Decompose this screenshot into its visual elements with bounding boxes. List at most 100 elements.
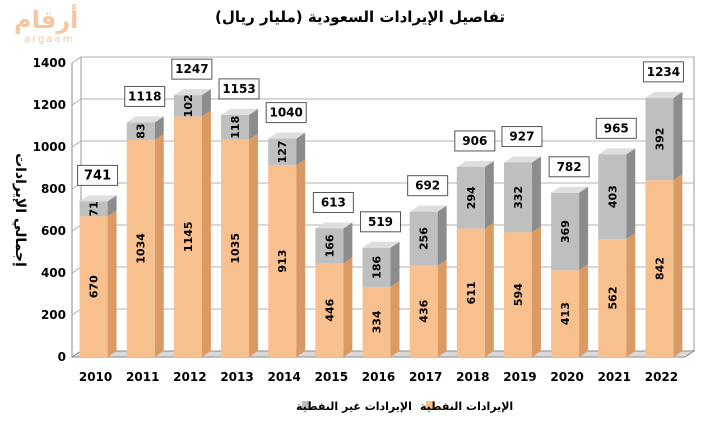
bar-nonoil-2011-top (126, 116, 164, 123)
bar-oil-2018-side (484, 222, 494, 357)
nonoil-value-label: 294 (465, 186, 478, 209)
total-value-label: 1234 (647, 65, 680, 79)
total-box (218, 78, 260, 100)
bar-nonoil-2017-side (437, 205, 447, 266)
y-tick-label: 1200 (33, 98, 66, 112)
bar-nonoil-2020-side (579, 186, 589, 271)
total-box (124, 85, 166, 107)
oil-value-label: 842 (653, 257, 666, 280)
x-tick-label: 2013 (220, 370, 253, 384)
bar-nonoil-2014-top (268, 132, 306, 139)
logo-latin-text: argaam (24, 34, 75, 45)
bar-oil-2012-side (201, 110, 211, 357)
bar-nonoil-2011 (126, 122, 155, 140)
total-value-label: 965 (604, 121, 629, 135)
oil-value-label: 1034 (135, 233, 148, 264)
nonoil-value-label: 392 (653, 128, 666, 151)
bar-oil-2015-side (343, 257, 353, 357)
oil-value-label: 562 (606, 287, 619, 310)
total-box (77, 164, 119, 186)
bar-nonoil-2014 (268, 138, 297, 166)
bar-nonoil-2022-side (673, 91, 683, 181)
bar-oil-2018 (456, 228, 485, 357)
bar-nonoil-2017 (409, 211, 438, 266)
y-tick-label: 600 (41, 224, 66, 238)
y-tick-label: 1000 (33, 140, 66, 154)
x-tick-label: 2014 (267, 370, 300, 384)
bar-nonoil-2010 (79, 201, 108, 217)
gridline-side (71, 140, 82, 148)
oil-value-label: 413 (559, 302, 572, 325)
logo-arabic-text: أرقام (14, 6, 79, 34)
gridline-side (71, 56, 82, 64)
bar-nonoil-2012-top (173, 89, 211, 96)
bar-nonoil-2015 (315, 228, 344, 264)
y-axis-label: إجمالي الإيرادات (12, 153, 28, 267)
bar-nonoil-2012 (173, 95, 202, 117)
total-value-label: 927 (509, 130, 534, 144)
bar-nonoil-2016 (362, 247, 391, 287)
x-tick-label: 2015 (315, 370, 348, 384)
bar-nonoil-2018 (456, 166, 485, 229)
bar-nonoil-2020-top (551, 186, 589, 193)
bar-oil-2013-side (249, 133, 259, 357)
bar-oil-2017-side (437, 259, 447, 357)
total-value-label: 1247 (175, 62, 208, 76)
bar-nonoil-2010-top (79, 195, 117, 202)
bar-oil-2020 (551, 270, 580, 357)
total-box (360, 211, 401, 233)
bar-oil-2021-side (626, 232, 636, 357)
bar-oil-2011-side (154, 133, 164, 357)
oil-value-label: 670 (88, 275, 101, 298)
bar-oil-2017 (409, 265, 438, 357)
bar-nonoil-2013-side (249, 108, 259, 140)
bar-nonoil-2022-top (645, 91, 683, 98)
oil-value-label: 1035 (229, 233, 242, 264)
total-box (501, 126, 543, 148)
bar-nonoil-2013-top (221, 108, 259, 115)
nonoil-value-label: 186 (371, 256, 384, 279)
y-tick-label: 400 (41, 266, 66, 280)
gridline-side (71, 308, 82, 316)
bar-nonoil-2014-side (296, 132, 306, 166)
y-tick-label: 200 (41, 308, 66, 322)
legend-swatch-oil (426, 401, 435, 410)
bar-oil-2012 (173, 116, 202, 357)
total-value-label: 1153 (222, 82, 255, 96)
bar-nonoil-2020 (551, 192, 580, 271)
total-value-label: 782 (557, 160, 582, 174)
nonoil-value-label: 256 (418, 227, 431, 250)
bar-oil-2020-side (579, 264, 589, 357)
bar-nonoil-2022 (645, 97, 674, 181)
total-box (265, 102, 307, 124)
nonoil-value-label: 403 (606, 185, 619, 208)
x-tick-label: 2020 (550, 370, 583, 384)
bar-oil-2022-side (673, 174, 683, 357)
bar-nonoil-2010-side (107, 195, 117, 217)
x-tick-label: 2022 (645, 370, 678, 384)
gridline-side (71, 98, 82, 106)
total-value-label: 906 (462, 134, 487, 148)
x-tick-label: 2021 (598, 370, 631, 384)
bar-oil-2016 (362, 286, 391, 357)
nonoil-value-label: 127 (276, 140, 289, 163)
bar-nonoil-2021 (598, 154, 627, 239)
bar-nonoil-2016-side (390, 241, 400, 287)
nonoil-value-label: 118 (229, 116, 242, 139)
chart-title: تفاصيل الإيرادات السعودية (مليار ريال) (215, 8, 505, 26)
nonoil-value-label: 102 (182, 94, 195, 117)
bar-oil-2013 (221, 139, 250, 357)
bar-nonoil-2015-side (343, 222, 353, 264)
bar-oil-2022 (645, 180, 674, 357)
x-tick-label: 2019 (503, 370, 536, 384)
oil-value-label: 1145 (182, 221, 195, 252)
y-tick-label: 1400 (33, 56, 66, 70)
legend-label-oil: الإيرادات النفطية (420, 400, 513, 413)
bar-nonoil-2013 (221, 114, 250, 140)
bar-nonoil-2015-top (315, 222, 353, 229)
total-value-label: 741 (84, 168, 111, 183)
bar-nonoil-2011-side (154, 116, 164, 140)
legend-swatch-nonoil (302, 401, 311, 410)
total-box (595, 117, 637, 139)
